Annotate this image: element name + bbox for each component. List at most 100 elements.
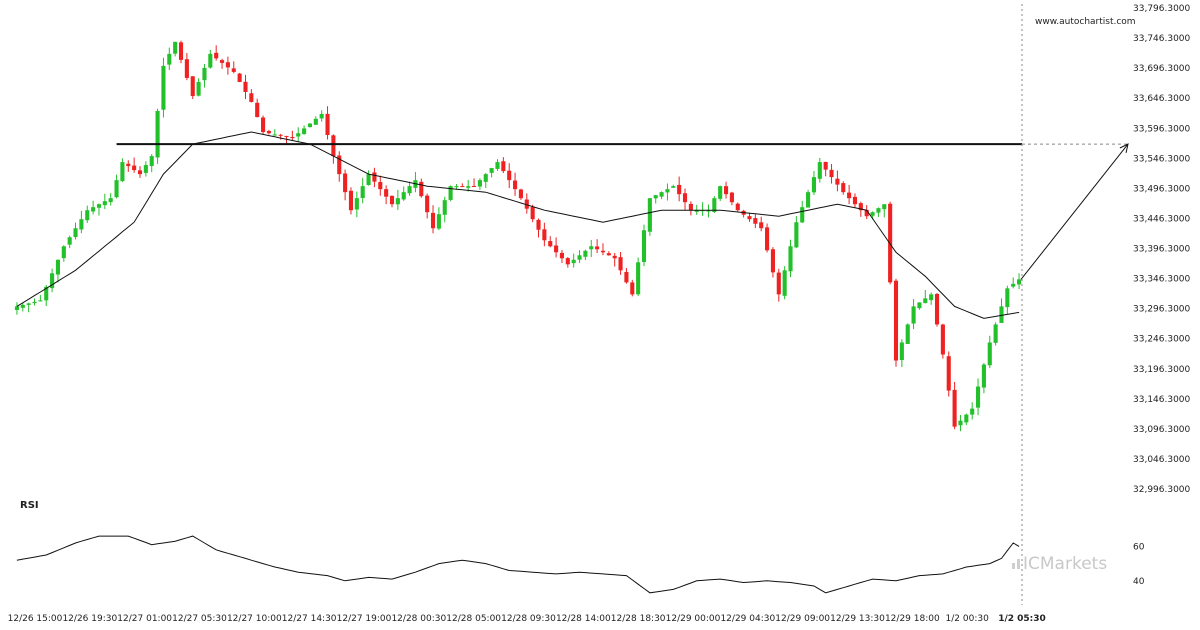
time-tick-label: 12/29 18:00: [885, 614, 940, 624]
candle: [226, 57, 230, 75]
candle: [308, 123, 312, 128]
candle: [835, 171, 839, 192]
time-axis: 12/26 15:00 12/26 19:30 12/27 01:00 12/27 0…: [8, 614, 1046, 624]
candle: [812, 171, 816, 195]
candle-body: [466, 186, 470, 188]
candle-body: [27, 303, 31, 304]
candle-body: [144, 165, 148, 173]
candle-body: [109, 198, 113, 202]
candle-body: [689, 204, 693, 210]
candle: [771, 247, 775, 277]
candle: [560, 250, 564, 263]
candle-body: [548, 241, 552, 246]
candle-body: [982, 365, 986, 388]
candle: [103, 194, 107, 209]
time-tick-label: 12/27 01:00: [117, 614, 172, 624]
candle-body: [314, 119, 318, 125]
moving-average-line: [17, 132, 1019, 318]
candle-body: [472, 186, 476, 187]
brand-logo-text: ICMarkets: [1023, 554, 1107, 574]
candle: [355, 192, 359, 218]
candle: [958, 415, 962, 431]
candle: [624, 268, 628, 284]
candle: [935, 293, 939, 327]
candle-body: [642, 230, 646, 262]
candle-body: [1017, 279, 1021, 284]
watermark-text: www.autochartist.com: [1035, 17, 1136, 27]
candle: [32, 298, 36, 305]
candle: [917, 302, 921, 309]
candle-body: [226, 62, 230, 67]
brand-bar-1: [1012, 563, 1015, 569]
candle-body: [871, 212, 875, 216]
candle: [320, 110, 324, 121]
price-tick-label: 33,396.3000: [1133, 245, 1191, 255]
candle: [747, 213, 751, 222]
candle-body: [425, 196, 429, 213]
candle-body: [460, 186, 464, 187]
candle-body: [150, 156, 154, 166]
candle-body: [660, 192, 664, 196]
candle-body: [103, 201, 107, 205]
candle: [589, 240, 593, 257]
time-tick-label: 1/2 05:30: [998, 614, 1046, 624]
candle-body: [267, 131, 271, 133]
candle: [343, 170, 347, 201]
candle: [437, 207, 441, 230]
time-tick-label: 12/28 18:30: [611, 614, 666, 624]
candle: [818, 158, 822, 183]
candle: [261, 116, 265, 135]
candle: [331, 134, 335, 163]
candle: [742, 210, 746, 218]
candle: [109, 193, 113, 205]
candle: [408, 182, 412, 196]
candle-body: [630, 282, 634, 294]
candle-body: [759, 222, 763, 228]
candle: [472, 178, 476, 187]
candle: [443, 197, 447, 223]
candle: [900, 339, 904, 367]
candle-body: [167, 54, 171, 65]
candle: [941, 324, 945, 359]
price-tick-label: 33,046.3000: [1133, 455, 1191, 465]
candle: [232, 61, 236, 73]
candle: [976, 378, 980, 415]
price-tick-label: 33,096.3000: [1133, 425, 1191, 435]
candle-body: [648, 198, 652, 232]
candle-body: [536, 220, 540, 230]
candle: [554, 237, 558, 257]
candle: [689, 201, 693, 215]
candle-body: [378, 182, 382, 189]
price-tick-label: 33,246.3000: [1133, 335, 1191, 345]
candle: [753, 214, 757, 228]
candle-body: [882, 204, 886, 209]
candle-body: [572, 260, 576, 263]
candle: [97, 204, 101, 216]
candle-body: [501, 161, 505, 171]
time-tick-label: 12/29 09:00: [775, 614, 830, 624]
price-tick-label: 33,496.3000: [1133, 184, 1191, 194]
candle: [290, 131, 294, 141]
candle: [824, 162, 828, 176]
candle-body: [308, 124, 312, 127]
candle-body: [724, 186, 728, 194]
candle-body: [132, 166, 136, 171]
candle-body: [912, 306, 916, 323]
candle-body: [325, 114, 329, 135]
candle-body: [958, 421, 962, 426]
candle: [783, 266, 787, 299]
time-tick-label: 12/27 14:30: [282, 614, 337, 624]
candle: [736, 202, 740, 211]
candle-body: [390, 196, 394, 204]
candle-body: [841, 183, 845, 192]
candle: [619, 252, 623, 275]
candle-body: [220, 60, 224, 63]
candle: [179, 41, 183, 64]
candle: [970, 402, 974, 419]
candle-body: [408, 186, 412, 193]
candle: [220, 59, 224, 69]
candle: [249, 89, 253, 102]
candle: [425, 194, 429, 219]
candle: [671, 185, 675, 188]
candle: [595, 239, 599, 253]
